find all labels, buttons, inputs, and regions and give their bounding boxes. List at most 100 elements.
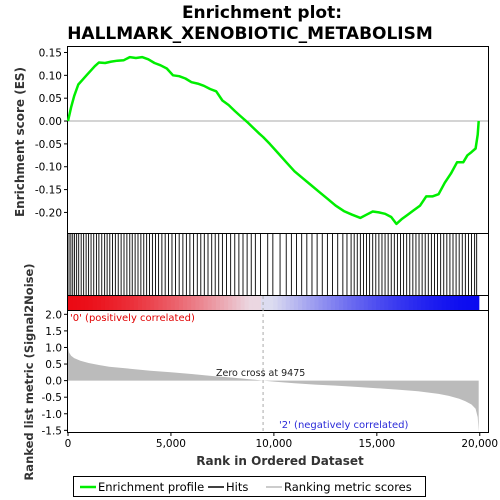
chart-title-line-2: HALLMARK_XENOBIOTIC_METABOLISM [67, 24, 433, 44]
legend-metric-label: Ranking metric scores [284, 480, 412, 494]
colorbar-segment [314, 296, 320, 310]
metric-y-tick-label: 1.5 [45, 326, 62, 338]
metric-y-axis-title: Ranked list metric (Signal2Noise) [22, 263, 36, 480]
legend-enrichment-label: Enrichment profile [98, 480, 204, 494]
colorbar-segment [392, 296, 398, 310]
es-y-axis-title: Enrichment score (ES) [13, 67, 27, 217]
colorbar-segment [339, 296, 344, 310]
colorbar-segment [302, 296, 307, 310]
metric-y-tick-label: 1.0 [45, 342, 62, 354]
colorbar-segment [458, 296, 463, 310]
es-y-tick-label: 0.00 [39, 116, 62, 128]
colorbar-segment [433, 296, 439, 310]
colorbar-segment [113, 296, 118, 310]
colorbar-segment [322, 296, 328, 310]
colorbar-segment [376, 296, 381, 310]
es-panel: 0.15 0.10 0.05 0.00 -0.05 -0.10 -0.15 -0.20 Enr… [13, 46, 489, 234]
es-y-tick-label: 0.15 [39, 47, 62, 59]
colorbar-segment [141, 296, 147, 310]
x-tick-label: 0 [65, 438, 72, 450]
zero-cross-label: Zero cross at 9475 [216, 368, 305, 379]
es-panel-frame [67, 46, 489, 234]
legend-hits-label: Hits [226, 480, 248, 494]
colorbar-segment [248, 296, 254, 310]
chart-title-line-1: Enrichment plot: [182, 3, 342, 23]
metric-x-ticks: 0 5,000 10,000 15,000 20,000 [65, 432, 498, 450]
negative-correlation-label: '2' (negatively correlated) [279, 420, 408, 431]
colorbar-segment [445, 296, 451, 310]
colorbar-segment [470, 296, 476, 310]
colorbar-segment [285, 296, 291, 310]
colorbar-segment [441, 296, 447, 310]
colorbar-segment [396, 296, 402, 310]
legend-frame [73, 476, 426, 497]
colorbar-segment [293, 296, 299, 310]
colorbar-segment [388, 296, 394, 310]
es-y-tick-label: 0.05 [39, 93, 62, 105]
colorbar-segment [359, 296, 365, 310]
metric-y-ticks: 2.0 1.5 1.0 0.5 0.0 -0.5 -1.0 -1.5 [42, 309, 68, 437]
colorbar-segment [150, 296, 155, 310]
colorbar-segment [240, 296, 246, 310]
hit-marks [68, 234, 478, 295]
colorbar-segment [215, 296, 221, 310]
colorbar-segment [178, 296, 184, 310]
es-y-tick-label: -0.15 [35, 185, 62, 197]
es-y-tick-label: -0.10 [35, 162, 62, 174]
colorbar-segment [84, 296, 90, 310]
legend: Enrichment profile Hits Ranking metric s… [73, 476, 426, 497]
colorbar-segment [334, 296, 340, 310]
es-y-tick-label: -0.20 [35, 207, 62, 219]
colorbar-segment [88, 296, 94, 310]
colorbar-segment [183, 296, 188, 310]
colorbar-segment [437, 296, 443, 310]
colorbar-segment [219, 296, 225, 310]
colorbar-segment [125, 296, 131, 310]
colorbar-segment [187, 296, 192, 310]
colorbar-segment [100, 296, 106, 310]
colorbar-segment [199, 296, 205, 310]
es-y-tick-label: 0.10 [39, 70, 62, 82]
positive-correlation-label: '0' (positively correlated) [70, 313, 195, 324]
colorbar-segment [211, 296, 217, 310]
colorbar-segment [380, 296, 385, 310]
colorbar-segment [318, 296, 324, 310]
colorbar-segment [174, 296, 180, 310]
colorbar-segment [80, 296, 86, 310]
x-tick-label: 10,000 [256, 438, 293, 450]
colorbar-segment [269, 296, 274, 310]
metric-y-tick-label: 2.0 [45, 309, 62, 321]
colorbar-segment [310, 296, 316, 310]
colorbar-segment [265, 296, 270, 310]
colorbar-segment [158, 296, 164, 310]
colorbar-segment [384, 296, 389, 310]
colorbar-segment [109, 296, 114, 310]
colorbar-segment [273, 296, 279, 310]
colorbar-segment [96, 296, 102, 310]
enrichment-profile-line [66, 55, 480, 226]
x-tick-label: 20,000 [461, 438, 498, 450]
colorbar-segment [326, 296, 332, 310]
colorbar-segment [421, 296, 426, 310]
x-tick-label: 5,000 [156, 438, 186, 450]
colorbar-segment [236, 296, 242, 310]
colorbar-segment [72, 296, 77, 310]
colorbar-segment [191, 296, 196, 310]
colorbar-segment [425, 296, 431, 310]
colorbar-segment [154, 296, 159, 310]
colorbar-segment [104, 296, 110, 310]
metric-panel: 2.0 1.5 1.0 0.5 0.0 -0.5 -1.0 -1.5 0 5,000 10,000… [22, 263, 498, 480]
metric-y-tick-label: 0.0 [45, 376, 62, 388]
colorbar-segment [207, 296, 213, 310]
colorbar-segment [92, 296, 98, 310]
x-tick-label: 15,000 [358, 438, 395, 450]
colorbar-segment [256, 296, 262, 310]
colorbar-segment [117, 296, 122, 310]
metric-y-tick-label: -1.0 [42, 409, 63, 421]
colorbar-segment [429, 296, 435, 310]
colorbar-segment [413, 296, 418, 310]
colorbar-segment [355, 296, 361, 310]
colorbar-segment [137, 296, 143, 310]
colorbar-segment [232, 296, 238, 310]
